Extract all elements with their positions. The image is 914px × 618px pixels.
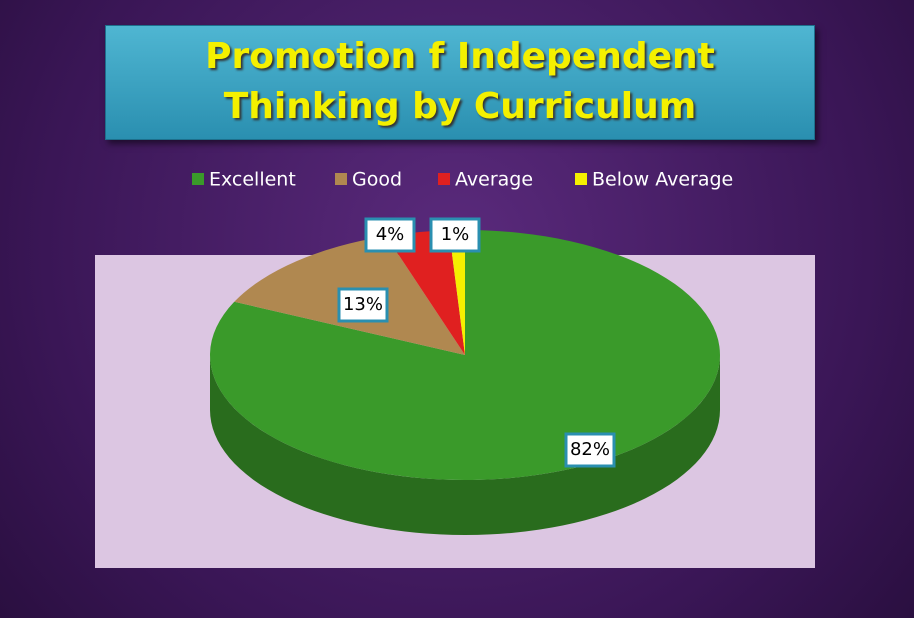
data-label-box bbox=[429, 217, 481, 253]
legend-label: Average bbox=[455, 169, 533, 191]
data-label: 4% bbox=[376, 224, 405, 245]
slice bbox=[386, 230, 465, 355]
data-label: 13% bbox=[343, 294, 383, 315]
slice-side bbox=[210, 355, 720, 535]
legend-swatch bbox=[335, 173, 347, 185]
slice-top bbox=[448, 230, 465, 355]
data-label: 82% bbox=[570, 439, 610, 460]
data-label-box bbox=[564, 432, 616, 468]
data-label-box bbox=[337, 287, 389, 323]
chart-title: Promotion f Independent Thinking by Curr… bbox=[105, 25, 815, 140]
slice-top bbox=[386, 230, 465, 355]
legend-swatch bbox=[192, 173, 204, 185]
slice bbox=[448, 230, 465, 355]
legend-swatch bbox=[575, 173, 587, 185]
data-label: 1% bbox=[441, 224, 470, 245]
data-label-box bbox=[364, 217, 416, 253]
legend-label: Excellent bbox=[209, 169, 296, 191]
legend-label: Below Average bbox=[592, 169, 733, 191]
legend-swatch bbox=[438, 173, 450, 185]
legend-label: Good bbox=[352, 169, 402, 191]
